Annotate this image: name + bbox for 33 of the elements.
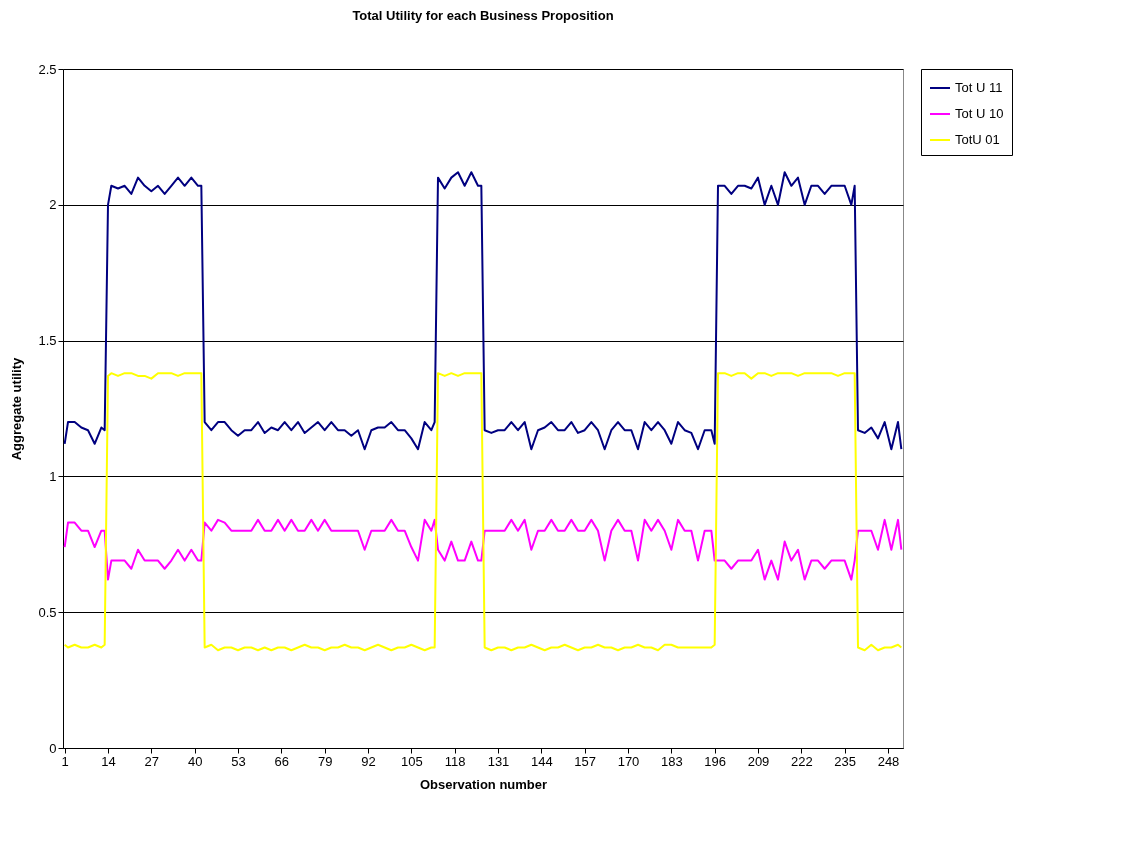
chart-title: Total Utility for each Business Proposition <box>352 8 614 23</box>
x-tick-label: 131 <box>487 753 510 769</box>
x-tick-label: 144 <box>530 753 553 769</box>
legend-label: TotU 01 <box>955 132 1000 147</box>
x-tick-label: 157 <box>574 753 597 769</box>
x-tick-label: 53 <box>231 753 246 769</box>
x-tick-label: 1 <box>61 753 69 769</box>
x-tick-label: 66 <box>274 753 290 769</box>
legend-label: Tot U 10 <box>955 106 1004 121</box>
x-tick-label: 170 <box>617 753 640 769</box>
x-tick-label: 235 <box>834 753 857 769</box>
x-tick-label: 105 <box>400 753 423 769</box>
x-tick-label: 14 <box>101 753 116 769</box>
y-tick-label: 2.5 <box>38 61 57 77</box>
x-tick-label: 183 <box>660 753 683 769</box>
x-tick-label: 27 <box>144 753 160 769</box>
y-tick-label: 2 <box>49 197 57 213</box>
x-tick-label: 248 <box>877 753 900 769</box>
y-tick-label: 0.5 <box>38 604 57 620</box>
y-axis-title: Aggregate utility <box>9 356 25 461</box>
y-tick-label: 0 <box>49 740 57 756</box>
y-tick-label: 1 <box>49 468 57 484</box>
y-tick-label: 1.5 <box>38 333 57 349</box>
x-tick-label: 40 <box>187 753 203 769</box>
x-tick-label: 92 <box>361 753 376 769</box>
x-tick-label: 196 <box>704 753 727 769</box>
x-tick-label: 118 <box>444 753 466 769</box>
x-axis-title: Observation number <box>419 776 548 792</box>
line-series <box>63 518 903 581</box>
x-tick-label: 79 <box>317 753 333 769</box>
x-tick-label: 222 <box>790 753 813 769</box>
legend-label: Tot U 11 <box>955 80 1003 95</box>
x-tick-label: 209 <box>747 753 770 769</box>
